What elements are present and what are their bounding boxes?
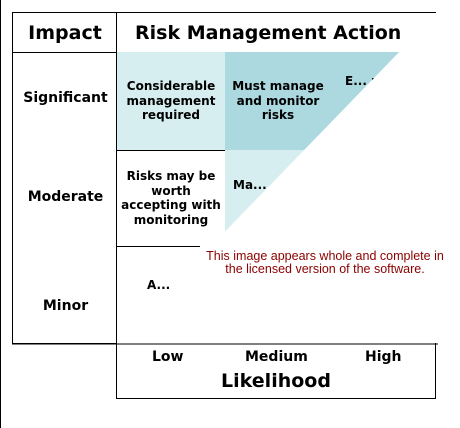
action-header: Risk Management Action <box>116 12 436 53</box>
likelihood-axis-title: Likelihood <box>221 370 331 392</box>
cell-significant-medium: Must manage and monitor risks <box>225 52 332 151</box>
impact-column: Significant Moderate Minor <box>12 52 117 344</box>
cell-significant-low: Considerable management required <box>116 52 226 151</box>
cell-moderate-medium-text: Ma... <box>233 178 267 192</box>
left-edge-rule <box>0 0 1 428</box>
cell-moderate-medium: Ma... <box>225 150 332 247</box>
impact-header: Impact <box>12 12 117 53</box>
cell-moderate-low: Risks may be worth accepting with monito… <box>116 150 226 247</box>
cell-significant-medium-text: Must manage and monitor risks <box>232 79 324 123</box>
action-header-label: Risk Management Action <box>135 21 402 44</box>
column-label-medium: Medium <box>245 349 308 365</box>
watermark-notice: This image appears whole and complete in… <box>206 249 444 276</box>
cell-minor-low-text: A... <box>147 278 171 292</box>
row-label-significant: Significant <box>23 90 108 106</box>
column-label-high: High <box>365 349 402 365</box>
row-label-moderate: Moderate <box>27 189 104 205</box>
impact-header-label: Impact <box>28 21 102 44</box>
cell-significant-high-text: E... m... <box>345 74 398 88</box>
cell-significant-high: E... m... <box>331 52 436 151</box>
cell-significant-low-text: Considerable management required <box>126 79 216 123</box>
likelihood-box <box>116 343 436 399</box>
column-label-low: Low <box>152 349 184 365</box>
row-label-minor: Minor <box>42 298 89 314</box>
cell-moderate-low-text: Risks may be worth accepting with monito… <box>121 169 221 227</box>
